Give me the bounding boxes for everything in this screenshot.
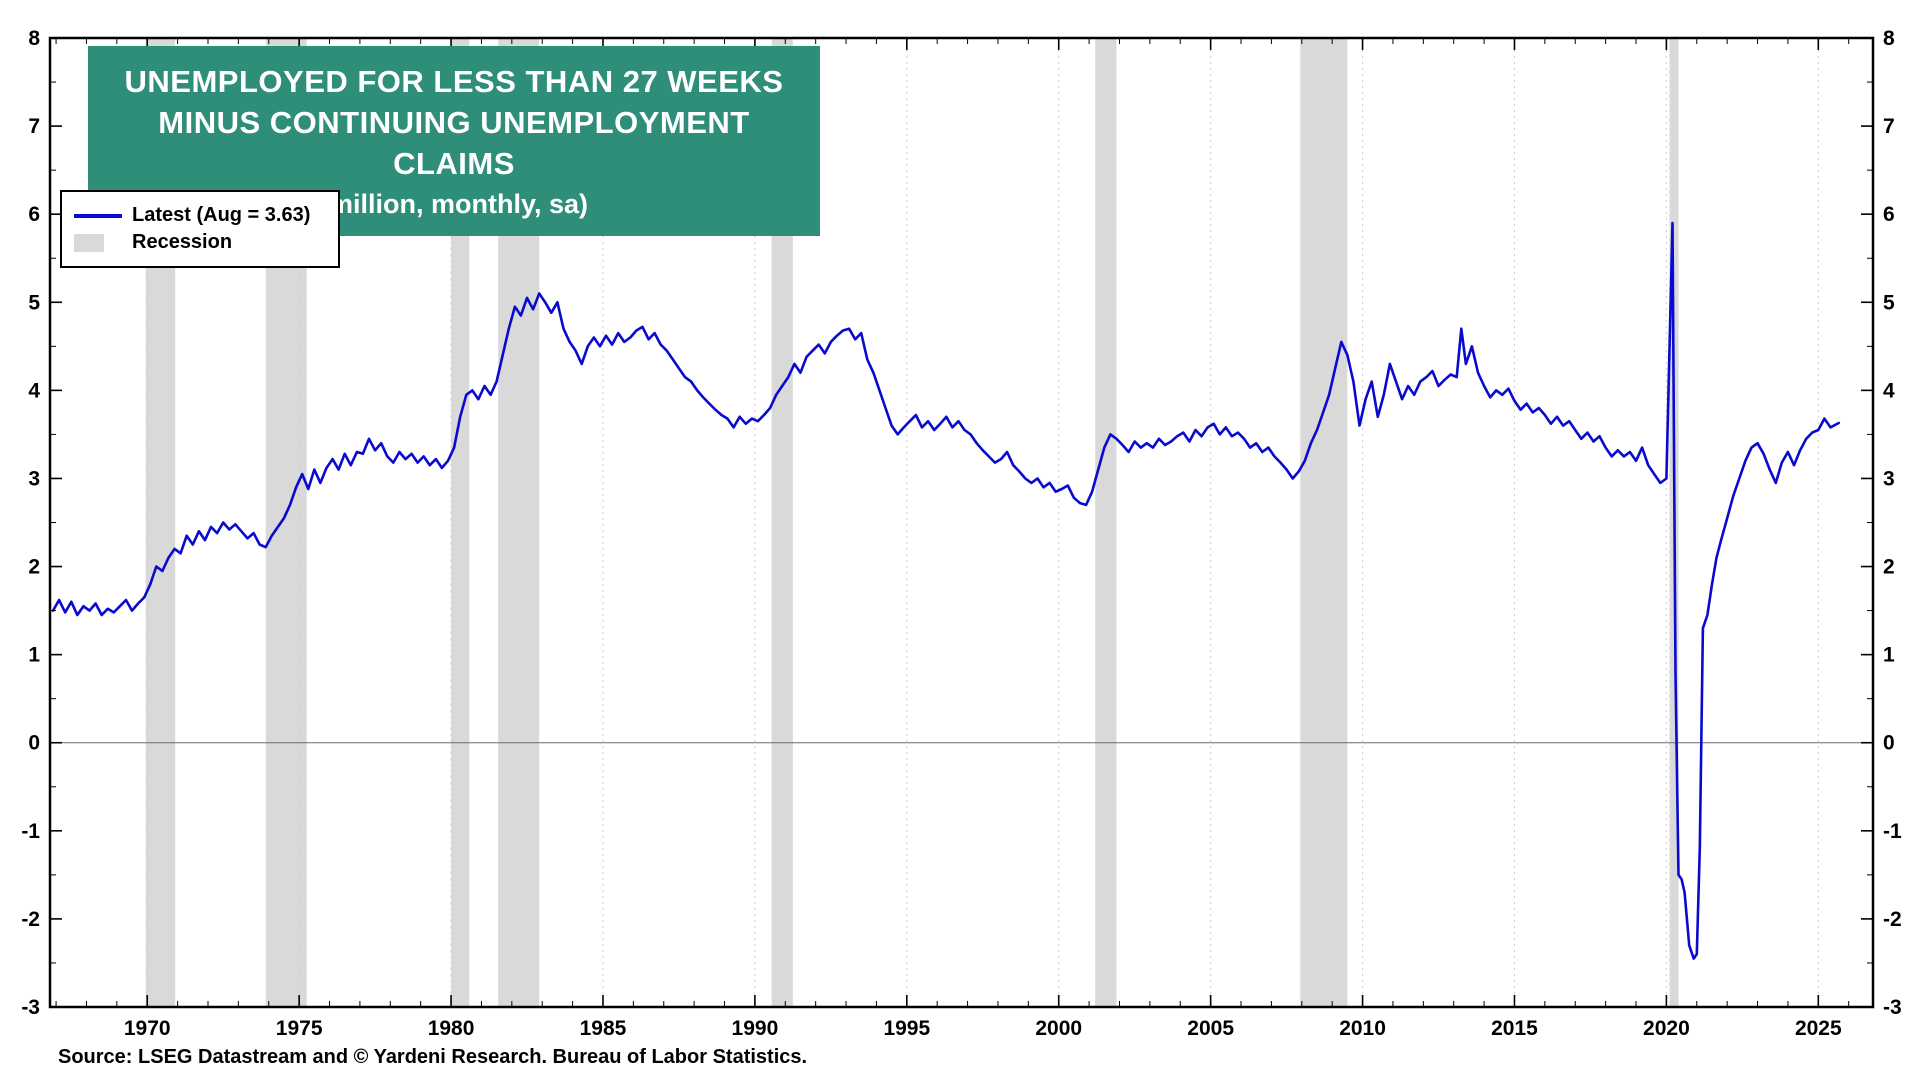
legend-row-recession: Recession xyxy=(74,231,322,254)
y-axis-tick-label-right: 3 xyxy=(1883,467,1895,490)
legend-row-latest: Latest (Aug = 3.63) xyxy=(74,204,322,227)
legend-line-swatch xyxy=(74,213,122,218)
x-axis-tick-label: 1990 xyxy=(732,1017,779,1040)
x-axis-tick-label: 2010 xyxy=(1339,1017,1386,1040)
x-axis-tick-label: 2020 xyxy=(1643,1017,1690,1040)
y-axis-tick-label: 1 xyxy=(28,644,40,667)
x-axis-tick-label: 2005 xyxy=(1187,1017,1234,1040)
y-axis-tick-label: 3 xyxy=(28,467,40,490)
legend-recession-swatch xyxy=(74,233,104,252)
recession-band xyxy=(771,38,793,1007)
x-axis-tick-label: 2015 xyxy=(1491,1017,1538,1040)
y-axis-tick-label-right: 4 xyxy=(1883,379,1895,402)
y-axis-tick-label: -1 xyxy=(21,820,40,843)
chart-title-line1: UNEMPLOYED FOR LESS THAN 27 WEEKS xyxy=(124,64,784,99)
x-axis-tick-label: 2000 xyxy=(1035,1017,1082,1040)
y-axis-tick-label: 2 xyxy=(28,556,40,579)
y-axis-tick-label-right: -3 xyxy=(1883,996,1902,1019)
x-axis-tick-label: 1995 xyxy=(883,1017,930,1040)
y-axis-tick-label-right: -1 xyxy=(1883,820,1902,843)
data-line xyxy=(51,221,1840,960)
x-axis-tick-label: 1975 xyxy=(276,1017,323,1040)
y-axis-tick-label: -3 xyxy=(21,996,40,1019)
y-axis-tick-label-right: 6 xyxy=(1883,203,1895,226)
y-axis-tick-label: 4 xyxy=(28,379,40,402)
legend: Latest (Aug = 3.63) Recession xyxy=(60,190,340,268)
y-axis-tick-label: 7 xyxy=(28,115,40,138)
x-axis-tick-label: 1980 xyxy=(428,1017,475,1040)
recession-band xyxy=(451,38,470,1007)
source-note: Source: LSEG Datastream and © Yardeni Re… xyxy=(58,1046,808,1068)
x-axis-tick-label: 1970 xyxy=(124,1017,171,1040)
y-axis-tick-label: 8 xyxy=(28,27,40,50)
y-axis-tick-label-right: -2 xyxy=(1883,908,1902,931)
y-axis-tick-label-right: 8 xyxy=(1883,27,1895,50)
x-axis-tick-label: 1985 xyxy=(580,1017,627,1040)
recession-band xyxy=(1095,38,1117,1007)
y-axis-tick-label-right: 5 xyxy=(1883,291,1895,314)
x-axis-tick-label: 2025 xyxy=(1795,1017,1842,1040)
y-axis-tick-label: 6 xyxy=(28,203,40,226)
recession-band xyxy=(1300,38,1348,1007)
legend-latest-label: Latest (Aug = 3.63) xyxy=(132,204,311,226)
y-axis-tick-label-right: 1 xyxy=(1883,644,1895,667)
y-axis-tick-label: 5 xyxy=(28,291,40,314)
chart-title-line2: MINUS CONTINUING UNEMPLOYMENT CLAIMS xyxy=(158,104,750,181)
chart-subtitle: (million, monthly, sa) xyxy=(319,188,588,219)
legend-recession-label: Recession xyxy=(132,231,233,253)
y-axis-tick-label-right: 0 xyxy=(1883,732,1895,755)
y-axis-tick-label-right: 2 xyxy=(1883,556,1895,579)
y-axis-tick-label: -2 xyxy=(21,908,40,931)
y-axis-tick-label: 0 xyxy=(28,732,40,755)
y-axis-tick-label-right: 7 xyxy=(1883,115,1895,138)
